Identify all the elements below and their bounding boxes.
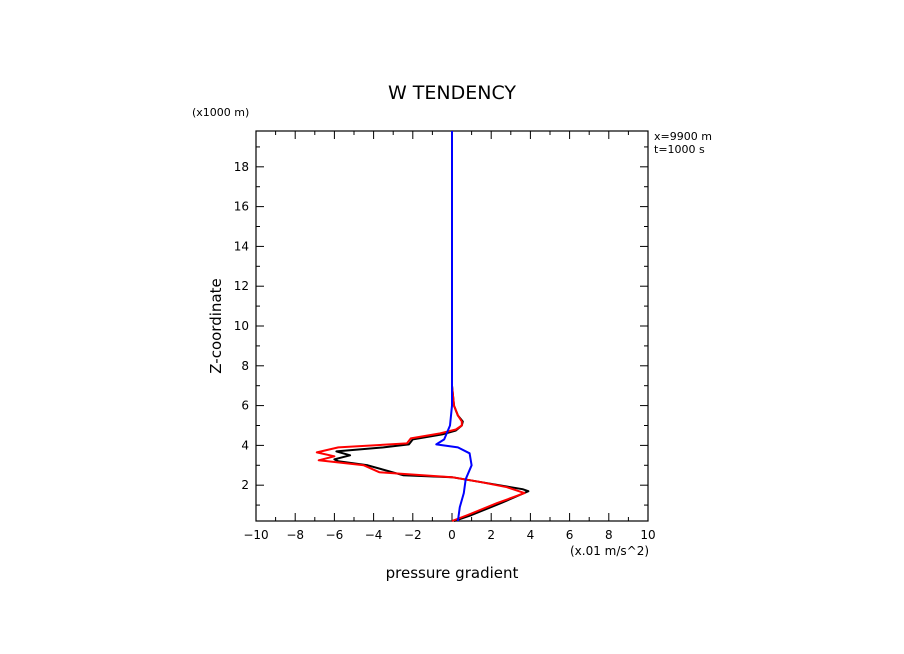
y-tick-label: 12 <box>234 279 249 293</box>
annotation-time: t=1000 s <box>654 143 705 156</box>
x-tick-label: 2 <box>487 528 495 542</box>
y-tick-label: 18 <box>234 160 249 174</box>
y-unit-label: (x1000 m) <box>192 106 249 119</box>
series-line-2 <box>315 131 526 522</box>
series-line-1 <box>333 131 530 522</box>
x-tick-label: −4 <box>365 528 383 542</box>
x-axis-title: pressure gradient <box>386 564 519 582</box>
y-tick-label: 16 <box>234 200 249 214</box>
x-unit-label: (x.01 m/s^2) <box>570 544 649 558</box>
plot-area: −10 −8 −6 −4 −2 0 2 4 6 8 10 2 4 6 8 10 12 14 16 18 <box>234 130 656 542</box>
x-tick-label: 10 <box>640 528 655 542</box>
y-tick-label: 14 <box>234 239 249 253</box>
chart-title: W TENDENCY <box>388 82 516 104</box>
x-tick-label: −2 <box>404 528 422 542</box>
y-tick-label: 10 <box>234 319 249 333</box>
x-tick-label: −8 <box>286 528 304 542</box>
y-tick-label: 2 <box>241 478 249 492</box>
x-tick-label: 8 <box>605 528 613 542</box>
y-tick-label: 4 <box>241 438 249 452</box>
x-tick-label: −10 <box>243 528 268 542</box>
x-tick-label: 0 <box>448 528 456 542</box>
y-tick-label: 8 <box>241 359 249 373</box>
y-tick-label: 6 <box>241 399 249 413</box>
y-axis-title: Z-coordinate <box>207 278 225 373</box>
annotation-position: x=9900 m <box>654 130 712 143</box>
x-tick-label: 6 <box>566 528 574 542</box>
x-tick-label: 4 <box>527 528 535 542</box>
series-line-3 <box>435 131 473 522</box>
x-tick-label: −6 <box>326 528 344 542</box>
